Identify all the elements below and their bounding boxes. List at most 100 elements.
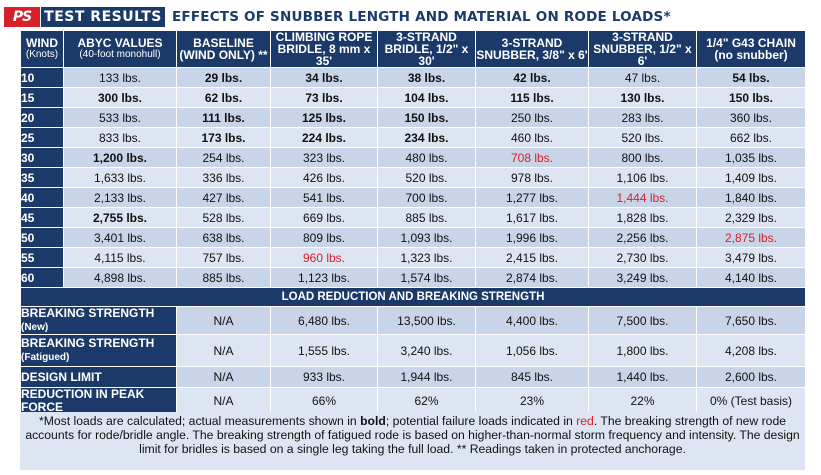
column-header-title: ABYC VALUES <box>77 36 163 50</box>
column-header-subtitle: SNUBBER, 1/2" x 6' <box>593 42 692 68</box>
test-results-label: TEST RESULTS <box>41 7 165 27</box>
load-value-cell: 528 lbs. <box>176 207 271 228</box>
title-bar: PS TEST RESULTS EFFECTS OF SNUBBER LENGT… <box>0 6 821 28</box>
load-value-cell: 1,277 lbs. <box>475 187 589 208</box>
load-value-cell: 2,415 lbs. <box>475 247 589 268</box>
strength-label-text: BREAKING STRENGTH <box>21 306 155 320</box>
wind-speed-cell: 35 <box>20 167 64 188</box>
column-header: CLIMBING ROPE BRIDLE, 8 mm x 35' <box>270 30 378 68</box>
load-value-cell: 125 lbs. <box>270 107 378 128</box>
column-header: 3-STRAND SNUBBER, 1/2" x 6' <box>588 30 697 68</box>
strength-value-cell: 1,800 lbs. <box>588 334 697 367</box>
load-value-cell: 4,898 lbs. <box>63 267 177 288</box>
table-row: BREAKING STRENGTH (New) N/A 6,480 lbs. 13,5… <box>20 306 806 335</box>
strength-value-cell: 4,400 lbs. <box>475 306 589 335</box>
load-value-cell: 1,200 lbs. <box>63 147 177 168</box>
load-value-cell: 885 lbs. <box>176 267 271 288</box>
load-value-cell: 638 lbs. <box>176 227 271 248</box>
column-header-title: 1/4" G43 CHAIN <box>706 36 796 50</box>
column-header: 3-STRAND BRIDLE, 1/2" x 30' <box>377 30 476 68</box>
strength-value-cell: 7,500 lbs. <box>588 306 697 335</box>
wind-speed-cell: 25 <box>20 127 64 148</box>
strength-value-cell: 3,240 lbs. <box>377 334 476 367</box>
load-value-cell: 2,875 lbs. <box>696 227 806 248</box>
load-value-cell: 4,115 lbs. <box>63 247 177 268</box>
load-value-cell: 800 lbs. <box>588 147 697 168</box>
load-value-cell: 234 lbs. <box>377 127 476 148</box>
load-value-cell: 809 lbs. <box>270 227 378 248</box>
column-header-subtitle: (Knots) <box>25 49 59 60</box>
strength-value-cell: 6,480 lbs. <box>270 306 378 335</box>
load-value-cell: 1,323 lbs. <box>377 247 476 268</box>
table-row: REDUCTION IN PEAK FORCE N/A 66% 62% 23% 22% 0%… <box>20 387 806 415</box>
note-part-2: ; potential failure loads indicated in <box>385 414 577 428</box>
strength-label-text: BREAKING STRENGTH <box>21 336 155 350</box>
table-row: 35 1,633 lbs. 336 lbs. 426 lbs. 520 lbs. 978 … <box>20 167 806 188</box>
column-header-subtitle: (WIND ONLY) ** <box>179 48 268 62</box>
page-title: EFFECTS OF SNUBBER LENGTH AND MATERIAL O… <box>172 9 671 25</box>
load-value-cell: 978 lbs. <box>475 167 589 188</box>
results-table: WIND (Knots) ABYC VALUES (40-foot monohull)… <box>20 30 806 415</box>
table-row: 45 2,755 lbs. 528 lbs. 669 lbs. 885 lbs. 1,61… <box>20 207 806 228</box>
load-value-cell: 360 lbs. <box>696 107 806 128</box>
column-header: WIND (Knots) <box>20 30 64 68</box>
table-row: 40 2,133 lbs. 427 lbs. 541 lbs. 700 lbs. 1,27… <box>20 187 806 208</box>
load-value-cell: 130 lbs. <box>588 87 697 108</box>
load-value-cell: 1,444 lbs. <box>588 187 697 208</box>
table-row: 50 3,401 lbs. 638 lbs. 809 lbs. 1,093 lbs. 1,… <box>20 227 806 248</box>
strength-value-cell: N/A <box>176 387 271 415</box>
column-header-title: 3-STRAND <box>396 30 457 44</box>
wind-speed-cell: 60 <box>20 267 64 288</box>
strength-value-cell: 4,208 lbs. <box>696 334 806 367</box>
load-value-cell: 426 lbs. <box>270 167 378 188</box>
load-value-cell: 104 lbs. <box>377 87 476 108</box>
table-row: DESIGN LIMIT N/A 933 lbs. 1,944 lbs. 845 lbs… <box>20 366 806 388</box>
strength-value-cell: 0% (Test basis) <box>696 387 806 415</box>
strength-value-cell: 62% <box>377 387 476 415</box>
load-value-cell: 54 lbs. <box>696 67 806 88</box>
table-row: 15 300 lbs. 62 lbs. 73 lbs. 104 lbs. 115 lbs.… <box>20 87 806 108</box>
load-value-cell: 150 lbs. <box>377 107 476 128</box>
load-value-cell: 62 lbs. <box>176 87 271 108</box>
column-header-title: 3-STRAND <box>501 36 563 50</box>
load-value-cell: 1,123 lbs. <box>270 267 378 288</box>
strength-value-cell: N/A <box>176 306 271 335</box>
load-value-cell: 73 lbs. <box>270 87 378 108</box>
load-value-cell: 757 lbs. <box>176 247 271 268</box>
load-value-cell: 1,106 lbs. <box>588 167 697 188</box>
strength-value-cell: 1,440 lbs. <box>588 366 697 388</box>
load-value-cell: 300 lbs. <box>63 87 177 108</box>
load-value-cell: 460 lbs. <box>475 127 589 148</box>
strength-value-cell: 2,600 lbs. <box>696 366 806 388</box>
table-row: BREAKING STRENGTH (Fatigued) N/A 1,555 lbs.… <box>20 334 806 367</box>
table-row: 20 533 lbs. 111 lbs. 125 lbs. 150 lbs. 250 lb… <box>20 107 806 128</box>
load-value-cell: 885 lbs. <box>377 207 476 228</box>
load-value-cell: 336 lbs. <box>176 167 271 188</box>
wind-speed-cell: 15 <box>20 87 64 108</box>
strength-value-cell: 22% <box>588 387 697 415</box>
table-row: 30 1,200 lbs. 254 lbs. 323 lbs. 480 lbs. 708 … <box>20 147 806 168</box>
strength-row-label: BREAKING STRENGTH (New) <box>20 306 177 335</box>
wind-speed-cell: 45 <box>20 207 64 228</box>
load-value-cell: 2,755 lbs. <box>63 207 177 228</box>
strength-value-cell: 23% <box>475 387 589 415</box>
strength-row-label: REDUCTION IN PEAK FORCE <box>20 387 177 415</box>
load-value-cell: 520 lbs. <box>588 127 697 148</box>
strength-value-cell: 933 lbs. <box>270 366 378 388</box>
load-value-cell: 1,035 lbs. <box>696 147 806 168</box>
strength-rows: LOAD REDUCTION AND BREAKING STRENGTH BRE… <box>20 287 806 415</box>
column-header-subtitle: BRIDLE, 8 mm x 35' <box>277 42 371 68</box>
load-value-cell: 323 lbs. <box>270 147 378 168</box>
note-part-3: . The breaking strength of new rode acco… <box>25 414 800 456</box>
load-value-cell: 115 lbs. <box>475 87 589 108</box>
load-value-cell: 3,401 lbs. <box>63 227 177 248</box>
strength-row-label: DESIGN LIMIT <box>20 366 177 388</box>
header-row: WIND (Knots) ABYC VALUES (40-foot monohull)… <box>20 30 806 68</box>
load-value-cell: 520 lbs. <box>377 167 476 188</box>
load-value-cell: 34 lbs. <box>270 67 378 88</box>
load-value-cell: 1,996 lbs. <box>475 227 589 248</box>
load-value-cell: 541 lbs. <box>270 187 378 208</box>
load-value-cell: 150 lbs. <box>696 87 806 108</box>
column-header-subtitle: SNUBBER, 3/8" x 6' <box>476 48 588 62</box>
section-title: LOAD REDUCTION AND BREAKING STRENGTH <box>20 287 806 307</box>
